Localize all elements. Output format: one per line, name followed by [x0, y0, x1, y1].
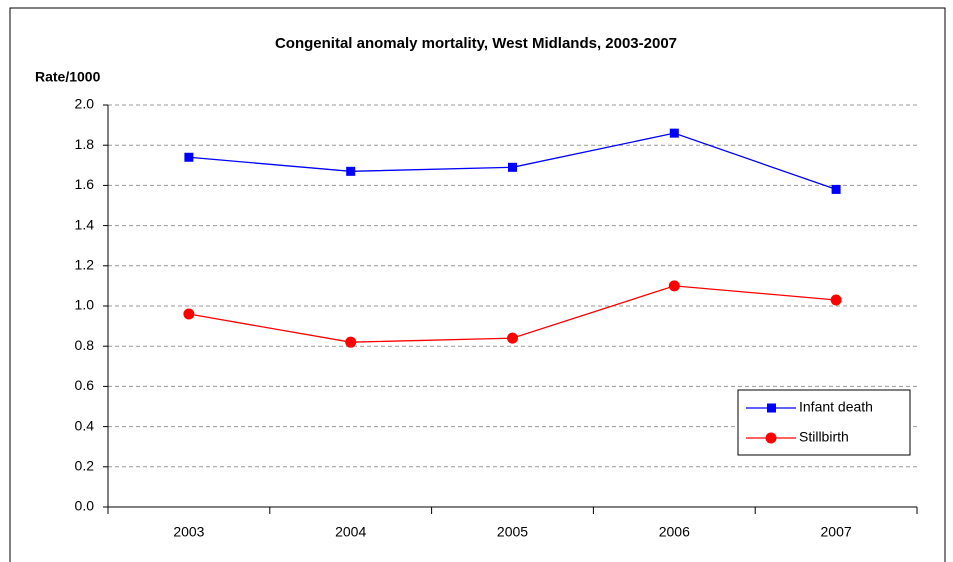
y-tick-label: 0.0: [75, 498, 95, 514]
legend-label: Stillbirth: [799, 429, 849, 445]
y-tick-label: 1.4: [75, 216, 95, 232]
x-tick-label: 2005: [497, 524, 528, 540]
y-tick-label: 1.2: [75, 257, 95, 273]
x-tick-label: 2003: [173, 524, 204, 540]
legend-label: Infant death: [799, 399, 873, 415]
y-tick-label: 0.4: [75, 417, 95, 433]
x-tick-label: 2007: [821, 524, 852, 540]
legend-box: [737, 389, 911, 456]
marker: [346, 166, 356, 176]
y-tick-label: 2.0: [75, 96, 95, 112]
marker: [669, 128, 679, 138]
marker: [184, 152, 194, 162]
y-axis-label: Rate/1000: [35, 69, 101, 85]
marker: [183, 308, 195, 320]
y-tick-label: 1.6: [75, 176, 95, 192]
chart-title: Congenital anomaly mortality, West Midla…: [275, 35, 677, 52]
y-tick-label: 1.8: [75, 136, 95, 152]
marker: [508, 162, 517, 172]
marker: [345, 336, 357, 348]
legend-marker: [767, 403, 776, 413]
y-tick-label: 0.2: [75, 458, 95, 474]
marker: [507, 332, 518, 344]
x-tick-label: 2004: [335, 524, 366, 540]
marker: [830, 294, 842, 306]
marker: [668, 280, 680, 292]
y-tick-label: 0.6: [75, 377, 95, 393]
chart-frame: [9, 7, 946, 562]
y-tick-label: 0.8: [75, 337, 95, 353]
x-tick-label: 2006: [659, 524, 690, 540]
y-tick-label: 1.0: [75, 297, 95, 313]
legend-marker: [765, 432, 777, 444]
marker: [831, 184, 841, 194]
